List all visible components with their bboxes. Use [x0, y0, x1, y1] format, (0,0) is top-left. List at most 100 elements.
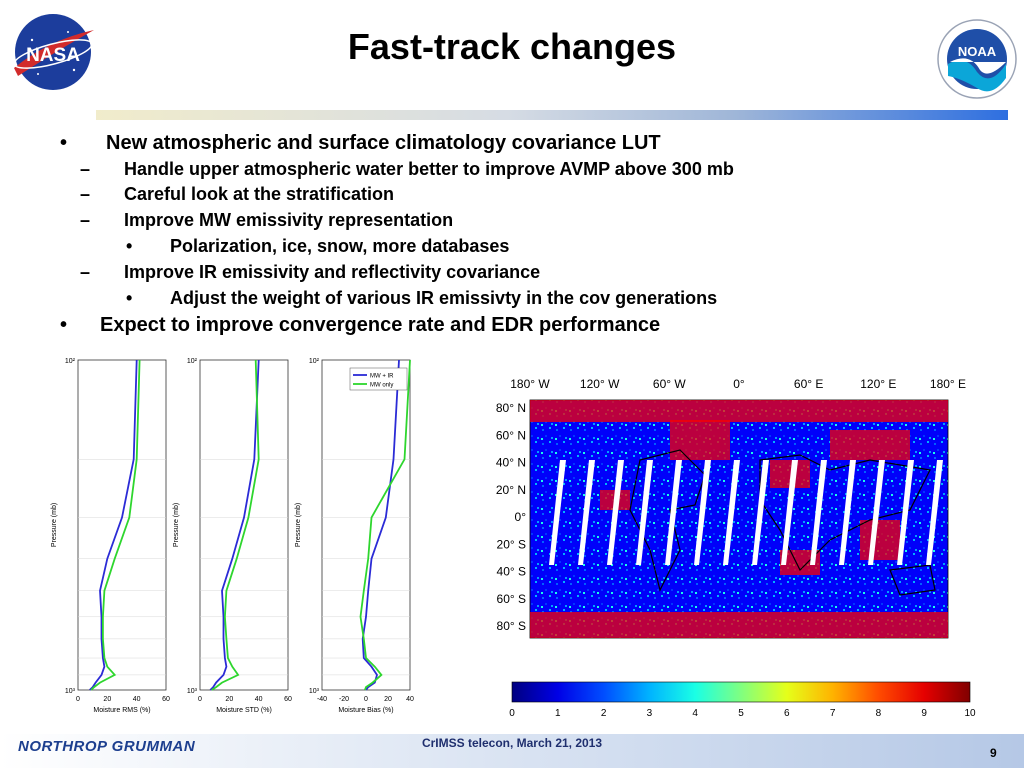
y-tick-label: 10² [65, 358, 76, 365]
bullet-text: Handle upper atmospheric water better to… [124, 159, 734, 179]
y-axis-label: Pressure (mb) [173, 503, 180, 547]
high-value-region [860, 520, 900, 560]
swath-gap [694, 460, 711, 565]
swath-gap [926, 460, 943, 565]
y-axis-label: Pressure (mb) [295, 503, 302, 547]
y-tick-label: 10³ [309, 688, 320, 695]
y-tick-label: 40° N [496, 456, 526, 470]
x-tick-label: 0 [76, 696, 80, 703]
y-tick-label: 80° S [497, 619, 526, 633]
swath-gap [752, 460, 769, 565]
y-tick-label: 20° S [497, 537, 526, 551]
y-tick-label: 40° S [497, 565, 526, 579]
y-tick-label: 10³ [187, 688, 198, 695]
plot-frame [77, 359, 167, 691]
legend-label: MW + IR [370, 374, 394, 380]
bullet-text: New atmospheric and surface climatology … [106, 132, 661, 154]
y-axis-label: Pressure (mb) [51, 503, 58, 547]
x-tick-label: 0 [364, 696, 368, 703]
colorbar-tick-label: 10 [964, 708, 976, 719]
x-tick-label: 120° E [860, 377, 896, 391]
x-axis-label: Moisture Bias (%) [338, 707, 393, 714]
swath-gap [839, 460, 856, 565]
bullet-marker: – [80, 159, 91, 179]
series-line [359, 359, 411, 691]
colorbar-tick-label: 3 [647, 708, 653, 719]
x-tick-label: -40 [317, 696, 327, 703]
bullet-marker: – [80, 210, 91, 230]
y-tick-label: 10² [187, 358, 198, 365]
x-tick-label: 0° [733, 377, 745, 391]
y-tick-label: 60° N [496, 428, 526, 442]
x-tick-label: 180° W [510, 377, 550, 391]
colorbar-tick-label: 4 [692, 708, 698, 719]
high-value-region [670, 420, 730, 460]
bullet-text: Careful look at the stratification [124, 184, 395, 204]
x-axis-label: Moisture STD (%) [216, 707, 272, 714]
x-tick-label: 0 [198, 696, 202, 703]
nasa-logo: NASA [8, 10, 98, 94]
colorbar-tick-label: 0 [509, 708, 515, 719]
series-line [361, 359, 400, 691]
x-tick-label: 60 [284, 696, 292, 703]
series-line [90, 359, 141, 691]
x-tick-label: 40 [406, 696, 414, 703]
noaa-logo: NOAA [936, 18, 1018, 100]
bullet-marker: • [126, 288, 133, 308]
x-tick-label: 120° W [580, 377, 620, 391]
y-tick-label: 20° N [496, 483, 526, 497]
series-line [211, 359, 260, 691]
bullet-marker: • [126, 236, 133, 256]
bullet-text: Expect to improve convergence rate and E… [100, 314, 661, 336]
y-tick-label: 10² [309, 358, 320, 365]
colorbar [511, 681, 971, 703]
swath-gap [578, 460, 595, 565]
profile-chart: 0 20 40 60 10² 10³ Moisture STD (%) Pressure (m… [173, 358, 292, 714]
bullet-text: Adjust the weight of various IR emissivt… [170, 288, 718, 308]
x-tick-label: 20 [225, 696, 233, 703]
colorbar-tick-label: 2 [601, 708, 607, 719]
profile-chart: -40 -20 0 20 40 10² 10³ Moisture Bias (%) Pressu… [295, 358, 414, 714]
legend-label: MW only [370, 383, 393, 389]
bullet-text: Polarization, ice, snow, more databases [170, 236, 510, 256]
x-tick-label: -20 [339, 696, 349, 703]
high-value-region [530, 612, 948, 638]
swath-gap [723, 460, 740, 565]
bullet-marker: – [80, 184, 91, 204]
swath-gap [868, 460, 885, 565]
y-tick-label: 60° S [497, 592, 526, 606]
bullet-text: Improve IR emissivity and reflectivity c… [124, 262, 541, 282]
footer-bar [0, 734, 1024, 768]
swath-gap [781, 460, 798, 565]
bullet-marker: • [60, 314, 68, 336]
swath-gap [607, 460, 624, 565]
x-tick-label: 60 [162, 696, 170, 703]
northrop-grumman-logo: NORTHROP GRUMMAN [18, 738, 196, 755]
chart-legend: MW + IR MW only [349, 367, 408, 391]
y-tick-label: 80° N [496, 401, 526, 415]
colorbar-tick-label: 1 [555, 708, 561, 719]
x-tick-label: 40 [133, 696, 141, 703]
colorbar-tick-label: 9 [921, 708, 927, 719]
x-tick-label: 60° E [794, 377, 823, 391]
x-tick-label: 180° E [930, 377, 966, 391]
y-tick-label: 10³ [65, 688, 76, 695]
bullet-marker: – [80, 262, 91, 282]
high-value-region [830, 430, 910, 460]
series-line [209, 359, 260, 691]
colorbar-tick-label: 6 [784, 708, 790, 719]
title-divider [96, 110, 1008, 120]
x-tick-label: 60° W [653, 377, 686, 391]
colorbar-tick-label: 5 [738, 708, 744, 719]
high-value-region [530, 400, 948, 422]
profile-chart: 0 20 40 60 10² 10³ Moisture RMS (%) Pressure (m… [51, 358, 170, 714]
x-tick-label: 20 [384, 696, 392, 703]
swath-gap [665, 460, 682, 565]
swath-gap [897, 460, 914, 565]
swath-gap [810, 460, 827, 565]
colorbar-tick-label: 7 [830, 708, 836, 719]
series-line [89, 359, 138, 691]
plot-frame [199, 359, 289, 691]
x-tick-label: 20 [103, 696, 111, 703]
bullet-text: Improve MW emissivity representation [124, 210, 454, 230]
